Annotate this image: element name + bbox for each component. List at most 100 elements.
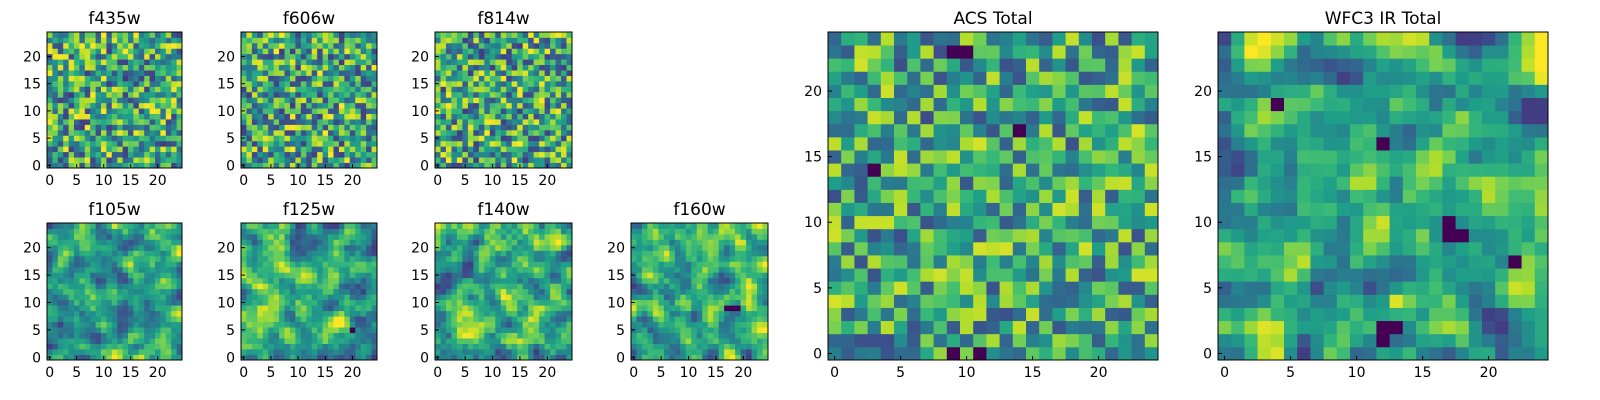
heatmap-cell xyxy=(311,354,318,361)
heatmap-cell xyxy=(435,277,441,284)
heatmap-cell xyxy=(451,250,458,257)
heatmap-cell xyxy=(52,233,59,240)
heatmap-cell xyxy=(986,163,1000,177)
heatmap-cell xyxy=(729,239,736,246)
heatmap-cell xyxy=(306,48,313,55)
heatmap-cell xyxy=(122,283,129,290)
heatmap-cell xyxy=(349,86,356,93)
heatmap-cell xyxy=(165,310,172,317)
heatmap-cell xyxy=(828,255,842,269)
heatmap-cell xyxy=(300,124,307,131)
heatmap-cell xyxy=(317,91,323,98)
heatmap-cell xyxy=(566,272,573,279)
heatmap-cell xyxy=(138,223,145,229)
heatmap-cell xyxy=(1092,150,1106,164)
heatmap-cell xyxy=(1026,241,1040,256)
heatmap-cell xyxy=(128,255,134,262)
heatmap-cell xyxy=(484,59,491,66)
heatmap-cell xyxy=(322,97,329,104)
heatmap-cell xyxy=(555,86,562,93)
heatmap-cell xyxy=(517,157,524,163)
heatmap-cell xyxy=(696,321,703,328)
heatmap-cell xyxy=(658,327,665,333)
heatmap-cell xyxy=(841,189,855,203)
heatmap-cell xyxy=(262,310,269,317)
heatmap-cell xyxy=(246,244,253,251)
heatmap-cell xyxy=(360,157,367,163)
heatmap-cell xyxy=(241,343,247,350)
heatmap-cell xyxy=(133,283,140,290)
heatmap-cell xyxy=(79,102,86,109)
heatmap-cell xyxy=(528,288,535,295)
heatmap-cell xyxy=(74,349,80,355)
heatmap-cell xyxy=(144,91,150,98)
heatmap-cell xyxy=(300,80,307,87)
heatmap-cell xyxy=(550,310,556,317)
heatmap-cell xyxy=(729,255,736,262)
heatmap-cell xyxy=(539,294,545,301)
heatmap-cell xyxy=(165,272,172,279)
heatmap-cell xyxy=(500,91,507,98)
heatmap-cell xyxy=(144,75,150,82)
heatmap-cell xyxy=(344,32,351,38)
heatmap-cell xyxy=(84,32,91,38)
heatmap-cell xyxy=(1039,333,1053,348)
heatmap-cell xyxy=(160,250,167,257)
heatmap-cell xyxy=(506,327,513,333)
heatmap-cell xyxy=(289,59,296,66)
heatmap-cell xyxy=(262,305,269,312)
heatmap-cell xyxy=(451,354,458,361)
heatmap-cell xyxy=(561,64,567,71)
heatmap-cell xyxy=(484,162,491,169)
heatmap-cell xyxy=(907,294,921,308)
heatmap-cell xyxy=(284,343,291,350)
heatmap-cell xyxy=(160,266,167,273)
heatmap-cell xyxy=(500,64,507,71)
heatmap-cell xyxy=(550,294,556,301)
heatmap-cell xyxy=(133,244,140,251)
heatmap-cell xyxy=(517,42,524,49)
heatmap-cell xyxy=(500,343,507,350)
heatmap-cell xyxy=(539,277,545,284)
heatmap-cell xyxy=(544,223,551,229)
heatmap-cell xyxy=(522,354,529,361)
heatmap-cell xyxy=(349,108,356,114)
heatmap-cell xyxy=(652,223,659,229)
heatmap-cell xyxy=(366,102,372,109)
heatmap-cell xyxy=(68,80,75,87)
heatmap-cell xyxy=(306,332,313,339)
heatmap-cell xyxy=(262,124,269,131)
heatmap-cell xyxy=(328,305,334,312)
heatmap-cell xyxy=(718,310,725,317)
heatmap-cell xyxy=(566,283,573,290)
heatmap-cell xyxy=(511,157,518,163)
heatmap-cell xyxy=(262,162,269,169)
heatmap-cell xyxy=(757,294,763,301)
heatmap-cell xyxy=(641,283,648,290)
heatmap-cell xyxy=(273,255,280,262)
heatmap-cell xyxy=(484,299,491,306)
heatmap-cell xyxy=(63,266,69,273)
heatmap-cell xyxy=(746,250,752,257)
heatmap-cell xyxy=(268,305,275,312)
heatmap-cell xyxy=(165,97,172,104)
heatmap-cell xyxy=(122,233,129,240)
heatmap-cell xyxy=(1131,215,1146,230)
heatmap-cell xyxy=(117,272,123,279)
heatmap-cell xyxy=(279,327,285,333)
heatmap-cell xyxy=(435,75,441,82)
heatmap-cell xyxy=(144,32,150,38)
heatmap-cell xyxy=(317,135,323,142)
heatmap-cell xyxy=(495,146,502,153)
heatmap-cell xyxy=(133,59,140,66)
heatmap-cell xyxy=(289,146,296,153)
heatmap-cell xyxy=(528,113,535,120)
heatmap-cell xyxy=(729,321,736,328)
heatmap-cell xyxy=(435,250,441,257)
heatmap-cell xyxy=(111,277,118,284)
heatmap-cell xyxy=(360,42,367,49)
heatmap-cell xyxy=(273,244,280,251)
heatmap-cell xyxy=(344,97,351,104)
heatmap-cell xyxy=(440,294,447,301)
x-tick-label: 0 xyxy=(45,365,54,381)
